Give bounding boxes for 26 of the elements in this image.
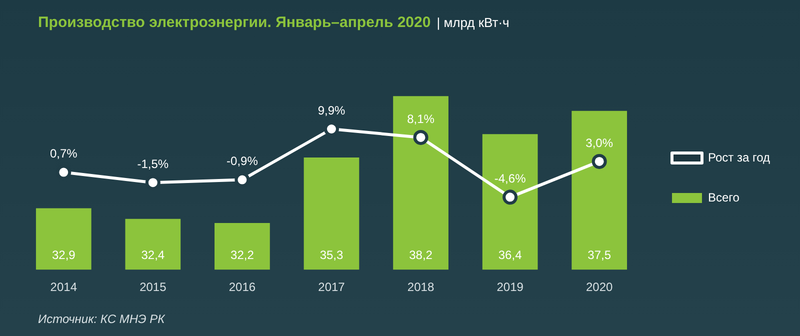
data-label: 32,4 <box>141 248 165 262</box>
x-tick-label: 2015 <box>140 280 167 294</box>
x-tick-label: 2020 <box>586 280 614 294</box>
data-label: 32,2 <box>230 248 254 262</box>
x-tick-label: 2014 <box>50 280 78 294</box>
x-tick-label: 2016 <box>228 280 256 294</box>
data-label: 38,2 <box>409 248 433 262</box>
data-label: -1,5% <box>137 156 169 171</box>
data-label: 35,3 <box>320 248 344 262</box>
data-label: 0,7% <box>50 146 78 161</box>
annotation: Источник: КС МНЭ РК <box>38 312 165 326</box>
data-label: 8,1% <box>407 112 435 126</box>
x-tick-label: 2018 <box>407 280 434 294</box>
x-tick-label: 2019 <box>496 280 524 294</box>
data-label: 3,0% <box>586 136 614 150</box>
data-label: 32,9 <box>52 248 76 262</box>
x-tick-label: 2017 <box>318 280 346 294</box>
data-label: 9,9% <box>318 103 346 118</box>
data-label: 37,5 <box>588 248 612 262</box>
data-label: 36,4 <box>498 248 522 262</box>
data-label: -0,9% <box>226 154 258 168</box>
legend-label: Всего <box>708 190 740 204</box>
chart-title: Производство электроэнергии. Январь–апрель 2020 <box>38 14 431 31</box>
chart-subtitle: | млрд кВт·ч <box>436 15 510 30</box>
legend-label: Рост за год <box>708 150 770 164</box>
data-label: -4,6% <box>494 172 526 186</box>
